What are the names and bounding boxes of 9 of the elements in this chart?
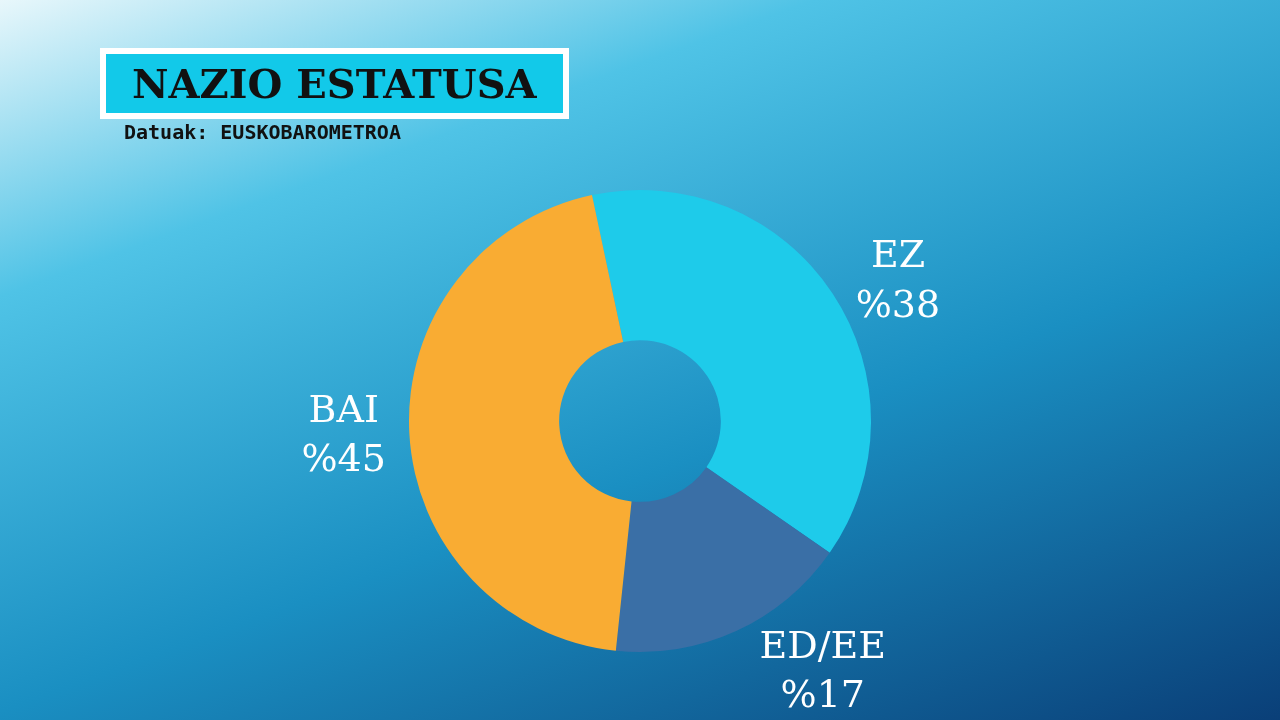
data-label: %45 [301,435,386,480]
slice-label: EZ [870,232,926,277]
chart-subtitle: Datuak: EUSKOBAROMETROA [124,120,401,144]
slice-label: ED/EE [759,622,887,667]
slice-label: BAI [308,386,379,431]
data-label: %38 [855,281,941,326]
donut-slice [409,195,632,651]
chart-title: NAZIO ESTATUSA [106,54,563,113]
data-label: %17 [780,672,865,717]
